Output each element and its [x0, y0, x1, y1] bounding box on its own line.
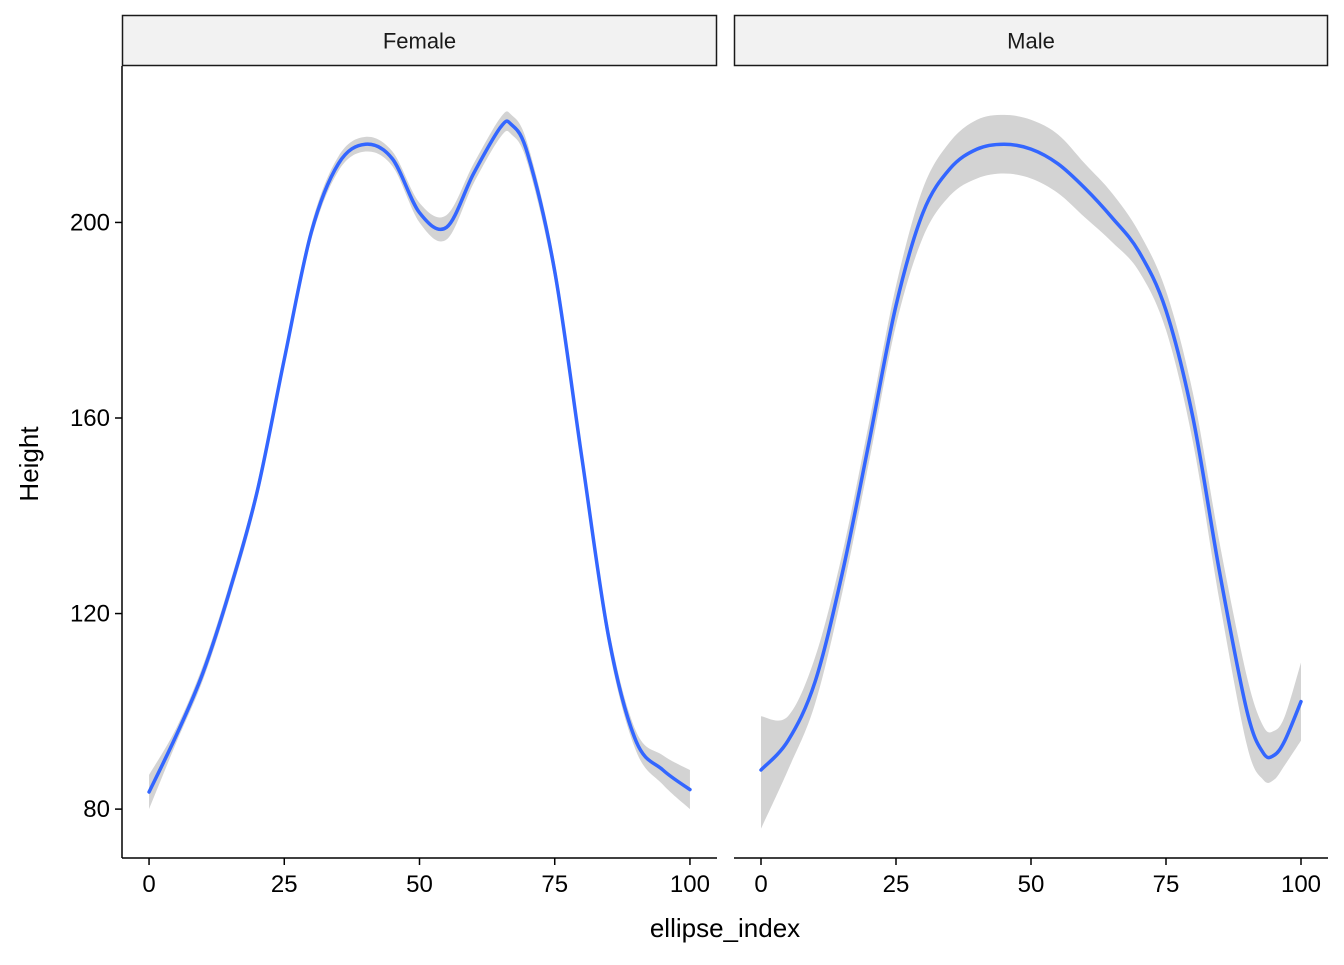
x-tick-label: 100 [670, 871, 710, 898]
confidence-ribbon [149, 111, 690, 810]
panel-male: Male 0 25 50 75 100 [733, 14, 1329, 898]
x-axis-title: ellipse_index [650, 913, 800, 943]
x-tick-label: 75 [1153, 871, 1180, 898]
x-tick-label: 100 [1281, 871, 1321, 898]
panel-female: Female 0 25 50 75 100 80 120 160 200 [70, 14, 718, 898]
x-tick-label: 0 [142, 871, 155, 898]
smooth-line [759, 142, 1303, 772]
x-tick-label: 0 [754, 871, 767, 898]
panels: Female 0 25 50 75 100 80 120 160 200 Male 0 25 50 75 10… [70, 14, 1329, 898]
x-tick-label: 25 [883, 871, 910, 898]
facet-strip [121, 14, 718, 67]
x-tick-label: 50 [1018, 871, 1045, 898]
facet-strip [733, 14, 1329, 67]
confidence-ribbon [761, 114, 1301, 829]
x-tick-label: 25 [271, 871, 298, 898]
y-tick-label: 80 [83, 796, 110, 823]
facet-strip-label: Male [1007, 29, 1055, 54]
y-tick-label: 200 [70, 209, 110, 236]
facet-strip-label: Female [383, 29, 456, 54]
x-tick-label: 75 [541, 871, 568, 898]
y-tick-label: 120 [70, 601, 110, 628]
smooth-line [147, 119, 692, 794]
x-tick-label: 50 [406, 871, 433, 898]
y-tick-label: 160 [70, 405, 110, 432]
y-axis-title: Height [14, 426, 44, 502]
